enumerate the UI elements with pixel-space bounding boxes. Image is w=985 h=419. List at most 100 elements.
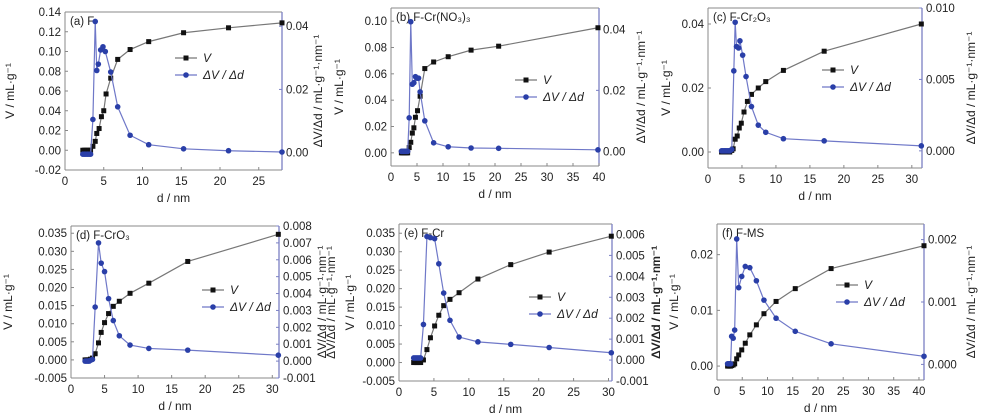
data-point-dVdd — [431, 235, 438, 242]
y-right-axis-title: ΔV/Δd / mL·g⁻¹·nm⁻¹ — [964, 32, 978, 145]
y-left-axis-title: V / mL·g⁻¹ — [659, 60, 673, 116]
x-tick-label: 10 — [770, 174, 783, 186]
x-tick-label: 10 — [462, 387, 475, 399]
data-point-V — [127, 47, 133, 53]
chart-panel: 0 5 10 15 20 25 30 -0.005 0.000 0.005 0.010 0.015 0.… — [1, 221, 329, 413]
data-point-V — [108, 75, 114, 81]
x-tick-label: 15 — [175, 176, 188, 188]
y-left-tick-label: 0.00 — [39, 145, 61, 157]
data-point-V — [146, 39, 152, 45]
data-point-dVdd — [105, 295, 112, 302]
data-point-V — [468, 47, 474, 53]
y-left-axis-title: V / mL·g⁻¹ — [3, 63, 17, 119]
y-right-axis-title: ΔV/Δd / mL·g⁻¹·nm⁻¹ — [311, 35, 325, 148]
y-right-tick-label: 0.003 — [616, 292, 645, 304]
legend-label: ΔV / Δd — [202, 68, 244, 82]
data-point-dVdd — [114, 104, 121, 110]
y-right-tick-label: 0.000 — [616, 355, 645, 367]
data-point-V — [739, 347, 745, 353]
x-tick-label: 30 — [602, 387, 615, 399]
data-point-dVdd — [417, 89, 423, 95]
x-tick-label: 40 — [593, 172, 606, 184]
x-tick-label: 25 — [252, 176, 265, 188]
data-point-V — [748, 91, 754, 97]
data-point-V — [828, 266, 834, 272]
data-point-V — [110, 303, 116, 309]
legend-label: ΔV / Δd — [542, 90, 584, 104]
data-point-dVdd — [116, 332, 123, 339]
y-left-tick-label: 0.04 — [682, 19, 705, 31]
data-point-dVdd — [732, 19, 738, 26]
y-left-axis-title: V / mL·g⁻¹ — [667, 274, 681, 330]
y-right-tick-label: 0.001 — [283, 339, 312, 351]
data-point-V — [418, 360, 424, 366]
data-point-dVdd — [415, 75, 422, 81]
x-tick-label: 20 — [812, 386, 825, 398]
data-point-dVdd — [728, 146, 735, 153]
panel-label: (e) F-Cr — [404, 228, 444, 240]
data-point-dVdd — [761, 297, 767, 303]
data-point-dVdd — [100, 43, 106, 50]
data-point-V — [115, 56, 121, 62]
data-point-V — [417, 93, 423, 99]
y-left-tick-label: 0.00 — [691, 361, 713, 373]
data-point-V — [738, 120, 744, 126]
y-left-tick-label: 0.08 — [39, 66, 61, 78]
data-point-dVdd — [101, 268, 108, 275]
data-point-dVdd — [422, 118, 428, 124]
data-point-dVdd — [406, 115, 413, 121]
x-tick-label: 25 — [837, 386, 850, 398]
data-point-dVdd — [918, 143, 925, 149]
x-tick-label: 25 — [871, 174, 884, 186]
y-right-tick-label: 0.006 — [283, 255, 312, 267]
data-point-V — [741, 109, 747, 115]
x-axis-title: d / nm — [798, 189, 831, 203]
y-right-axis-title: ΔV/Δd / mL·g⁻¹·nm⁻¹ — [964, 246, 978, 359]
data-point-dVdd — [92, 18, 99, 25]
chart-panel: 0 5 10 15 20 25 30 0.00 0.02 0.04 0.000 0.005 0.010 d… — [659, 3, 978, 203]
legend-marker-square — [830, 67, 836, 73]
panel-label: (c) F-Cr₂O₃ — [713, 12, 771, 24]
data-point-V — [412, 114, 418, 120]
data-point-dVdd — [468, 145, 474, 151]
y-right-tick-label: 0.00 — [286, 148, 308, 160]
x-axis-title: d / nm — [478, 187, 511, 201]
y-left-tick-label: 0.015 — [38, 301, 67, 313]
legend: V ΔV / Δd — [175, 51, 244, 82]
x-tick-label: 15 — [804, 174, 817, 186]
y-right-tick-label: 0.004 — [283, 289, 312, 301]
y-left-tick-label: 0.10 — [39, 47, 61, 59]
data-point-V — [734, 133, 740, 139]
x-tick-label: 10 — [136, 176, 149, 188]
data-point-dVdd — [792, 328, 799, 335]
y-right-tick-label: 0.02 — [603, 85, 625, 97]
x-tick-label: 30 — [541, 172, 554, 184]
x-tick-label: 10 — [132, 384, 145, 396]
chart-panel: 0 5 10 15 20 25 30 35 40 0.00 0.01 0.02 0.000 0.001 0.… — [649, 223, 978, 415]
y-right-axis-title: ΔV/Δd / mL·g⁻¹·nm⁻¹ — [649, 246, 663, 359]
x-tick-label: 35 — [887, 386, 900, 398]
legend: V ΔV / Δd — [822, 63, 891, 94]
x-tick-label: 0 — [62, 176, 68, 188]
y-right-tick-label: 0.005 — [616, 250, 645, 262]
x-tick-label: 15 — [165, 384, 178, 396]
data-point-V — [792, 286, 798, 292]
y-left-tick-label: 0.02 — [365, 122, 387, 134]
x-tick-label: 15 — [786, 386, 799, 398]
y-left-tick-label: 0.06 — [39, 86, 61, 98]
data-point-dVdd — [430, 140, 437, 146]
y-left-tick-label: 0.010 — [38, 319, 67, 331]
panel-label: (d) F-CrO₃ — [76, 230, 130, 242]
data-point-dVdd — [743, 73, 749, 80]
legend-marker-square — [844, 282, 850, 288]
data-point-dVdd — [507, 341, 514, 348]
data-point-dVdd — [821, 138, 827, 144]
data-point-V — [496, 43, 502, 49]
data-point-V — [921, 243, 927, 249]
x-axis-title: d / nm — [157, 191, 190, 205]
x-axis-title: d / nm — [489, 402, 522, 416]
x-tick-label: 5 — [739, 174, 745, 186]
y-left-tick-label: 0.030 — [366, 247, 395, 259]
data-point-V — [102, 320, 108, 326]
y-left-tick-label: 0.04 — [39, 106, 62, 118]
